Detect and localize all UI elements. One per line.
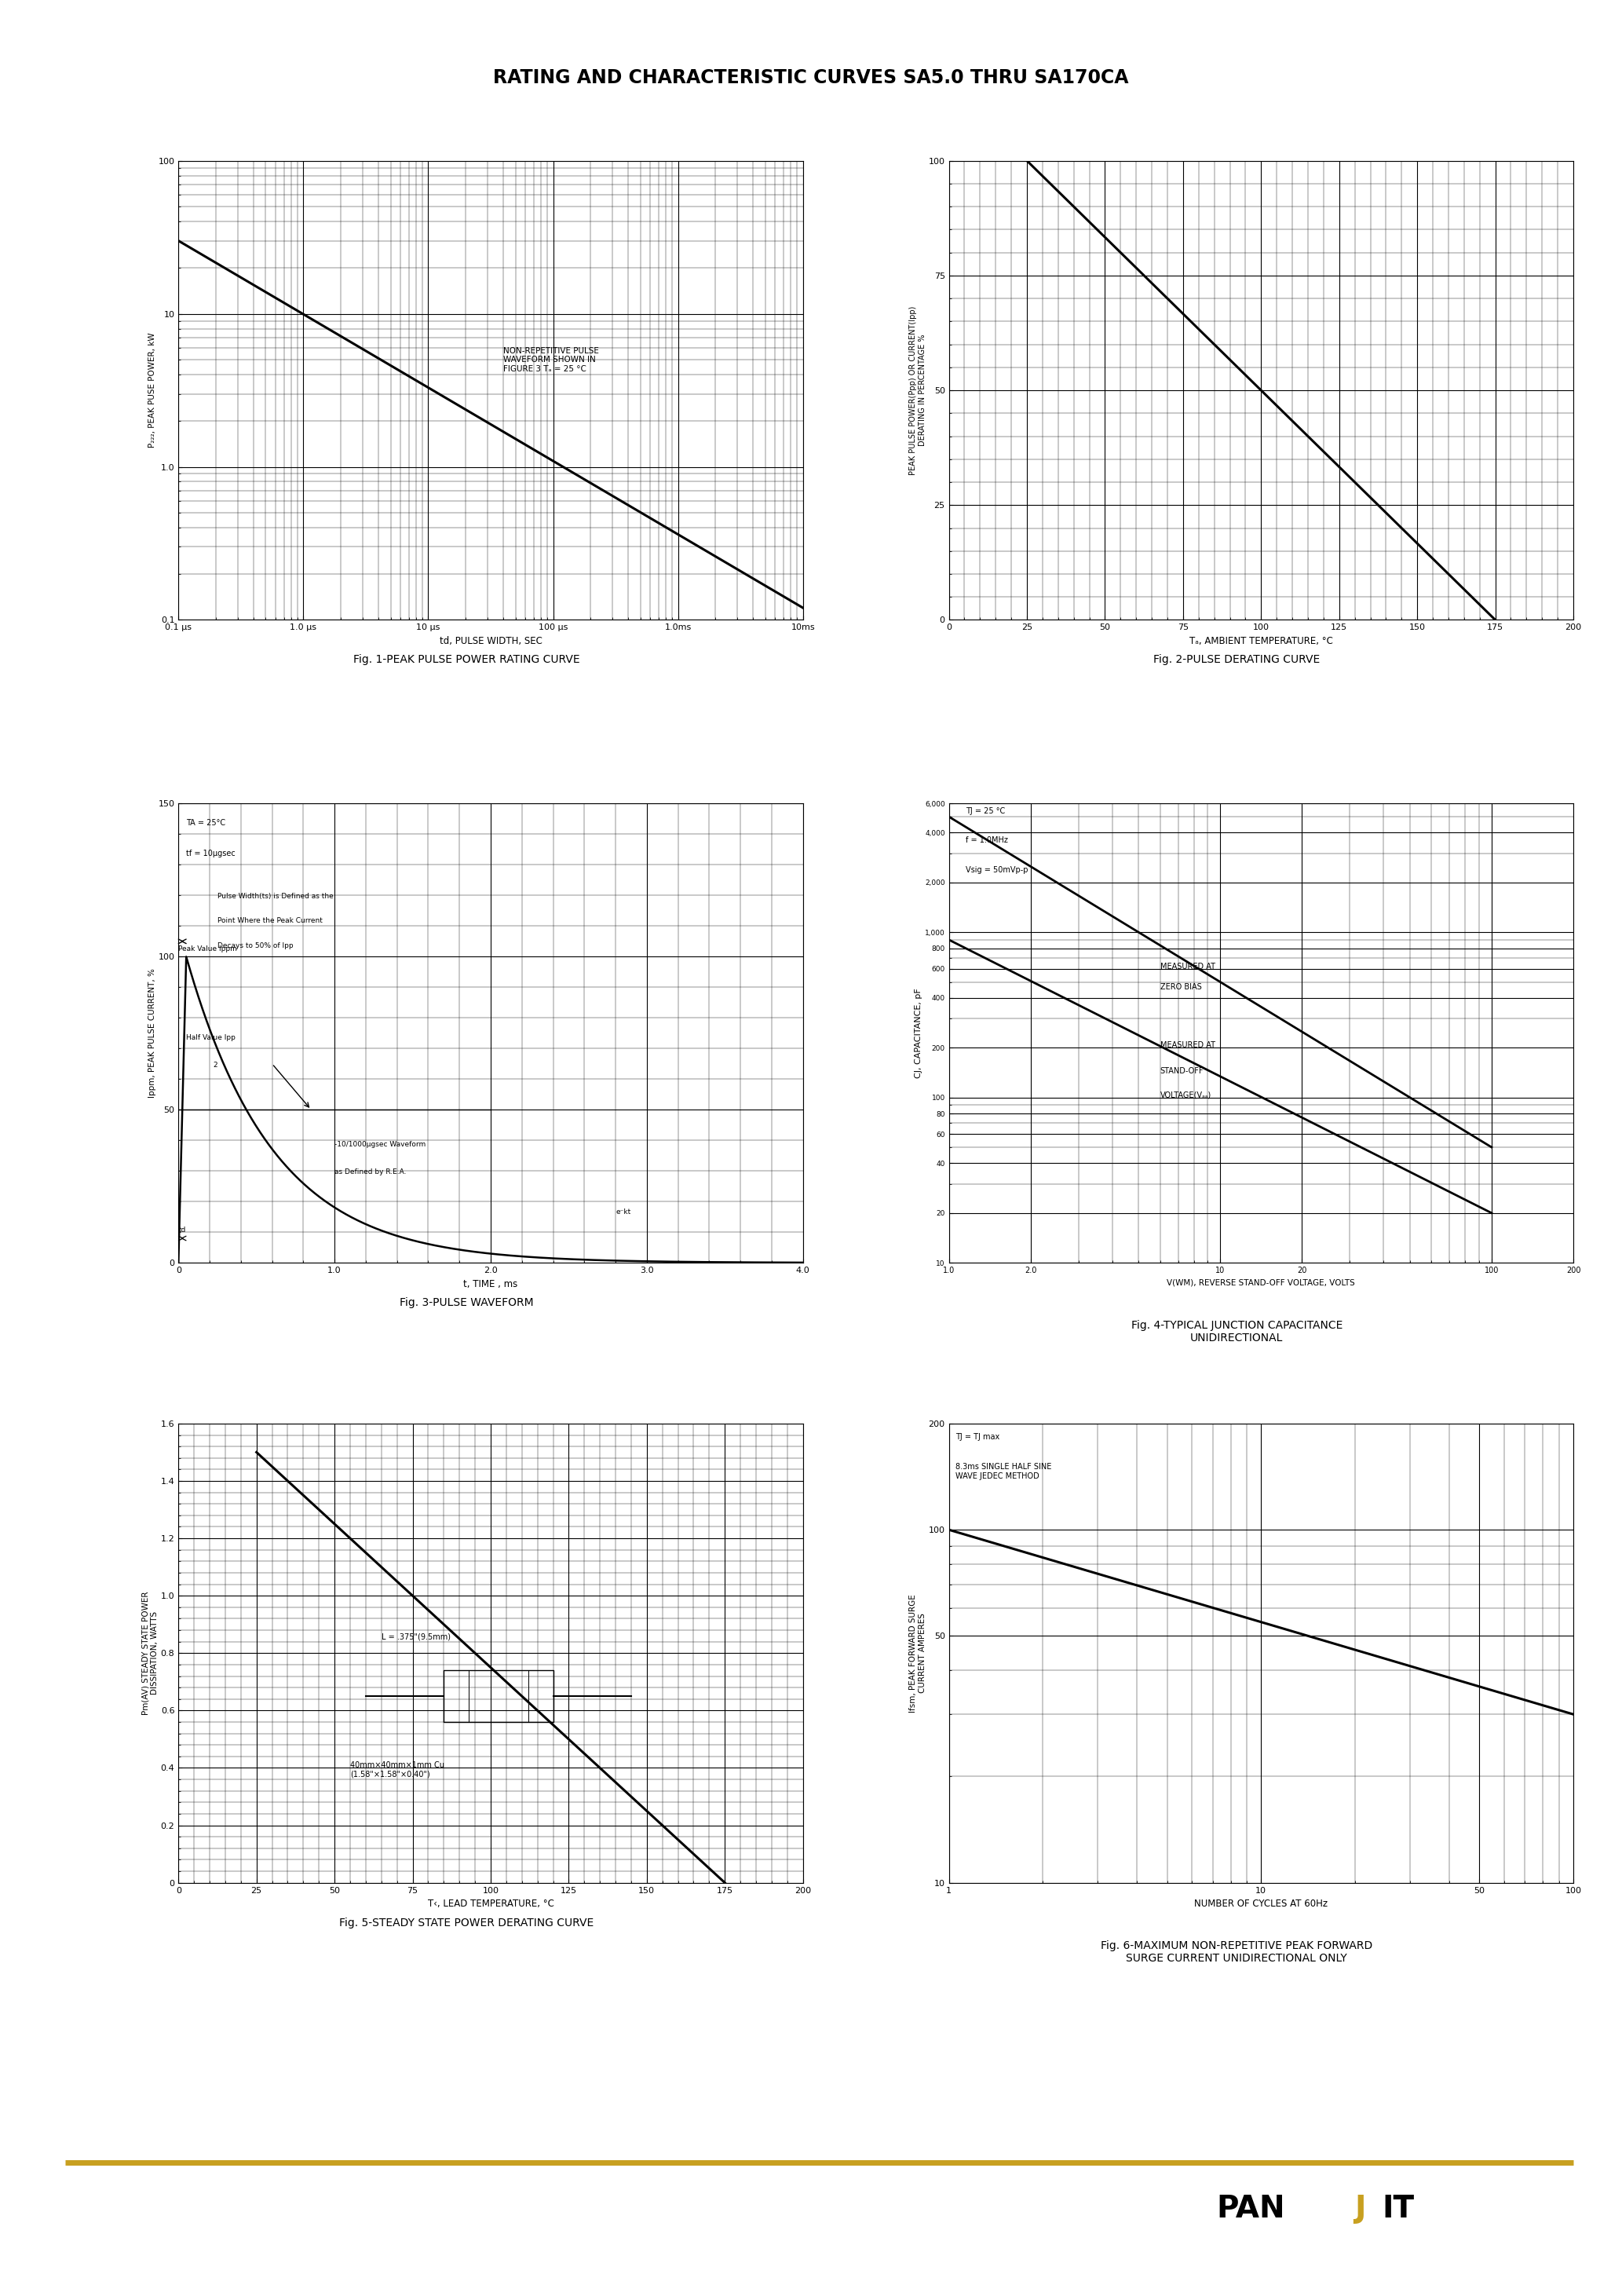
Text: Fig. 6-MAXIMUM NON-REPETITIVE PEAK FORWARD
SURGE CURRENT UNIDIRECTIONAL ONLY: Fig. 6-MAXIMUM NON-REPETITIVE PEAK FORWA… [1101, 1940, 1372, 1963]
Text: PAN: PAN [1216, 2195, 1285, 2223]
X-axis label: V(WM), REVERSE STAND-OFF VOLTAGE, VOLTS: V(WM), REVERSE STAND-OFF VOLTAGE, VOLTS [1166, 1279, 1356, 1286]
Y-axis label: Pm(AV) STEADY STATE POWER
DISSIPATION, WATTS: Pm(AV) STEADY STATE POWER DISSIPATION, W… [141, 1591, 159, 1715]
Text: e⁻kt: e⁻kt [615, 1208, 631, 1215]
Y-axis label: PEAK PULSE POWER(Ppp) OR CURRENT(Ipp)
DERATING IN PERCENTAGE %: PEAK PULSE POWER(Ppp) OR CURRENT(Ipp) DE… [910, 305, 926, 475]
Text: TA = 25°C: TA = 25°C [187, 820, 225, 827]
Text: NON-REPETITIVE PULSE
WAVEFORM SHOWN IN
FIGURE 3 Tₐ = 25 °C: NON-REPETITIVE PULSE WAVEFORM SHOWN IN F… [503, 347, 599, 372]
X-axis label: Tₐ, AMBIENT TEMPERATURE, °C: Tₐ, AMBIENT TEMPERATURE, °C [1189, 636, 1333, 645]
Text: ZERO BIAS: ZERO BIAS [1160, 983, 1202, 992]
Bar [444, 1671, 553, 1722]
Text: TJ = TJ max: TJ = TJ max [955, 1433, 999, 1442]
Text: Peak Value Ippm: Peak Value Ippm [178, 946, 237, 953]
Text: td: td [178, 1226, 187, 1233]
Text: Fig. 4-TYPICAL JUNCTION CAPACITANCE
UNIDIRECTIONAL: Fig. 4-TYPICAL JUNCTION CAPACITANCE UNID… [1131, 1320, 1343, 1343]
Y-axis label: Ifsm, PEAK FORWARD SURGE
CURRENT AMPERES: Ifsm, PEAK FORWARD SURGE CURRENT AMPERES [910, 1593, 926, 1713]
Text: J: J [1354, 2195, 1366, 2223]
Text: Pulse Width(ts) is Defined as the: Pulse Width(ts) is Defined as the [217, 893, 334, 900]
Text: Fig. 1-PEAK PULSE POWER RATING CURVE: Fig. 1-PEAK PULSE POWER RATING CURVE [354, 654, 579, 666]
Text: TJ = 25 °C: TJ = 25 °C [965, 808, 1004, 815]
Y-axis label: P₂₂₂, PEAK PUSE POWER, kW: P₂₂₂, PEAK PUSE POWER, kW [148, 333, 156, 448]
Text: Half Value Ipp: Half Value Ipp [187, 1033, 235, 1040]
Text: f = 1.0MHz: f = 1.0MHz [965, 836, 1007, 845]
Text: RATING AND CHARACTERISTIC CURVES SA5.0 THRU SA170CA: RATING AND CHARACTERISTIC CURVES SA5.0 T… [493, 69, 1129, 87]
X-axis label: td, PULSE WIDTH, SEC: td, PULSE WIDTH, SEC [440, 636, 542, 645]
Text: -10/1000μgsec Waveform: -10/1000μgsec Waveform [334, 1141, 427, 1148]
Text: Fig. 5-STEADY STATE POWER DERATING CURVE: Fig. 5-STEADY STATE POWER DERATING CURVE [339, 1917, 594, 1929]
Text: MEASURED AT: MEASURED AT [1160, 962, 1215, 971]
Text: 2: 2 [212, 1061, 217, 1068]
Text: VOLTAGE(Vₐₐ): VOLTAGE(Vₐₐ) [1160, 1091, 1212, 1100]
Text: Decays to 50% of Ipp: Decays to 50% of Ipp [217, 941, 294, 948]
Text: MEASURED AT: MEASURED AT [1160, 1042, 1215, 1049]
Y-axis label: CJ, CAPACITANCE, pF: CJ, CAPACITANCE, pF [915, 987, 923, 1079]
Text: as Defined by R.E.A.: as Defined by R.E.A. [334, 1169, 407, 1176]
Text: 40mm×40mm×1mm Cu
(1.58"×1.58"×0.40"): 40mm×40mm×1mm Cu (1.58"×1.58"×0.40") [350, 1761, 444, 1777]
X-axis label: T‹, LEAD TEMPERATURE, °C: T‹, LEAD TEMPERATURE, °C [428, 1899, 553, 1908]
Text: Fig. 3-PULSE WAVEFORM: Fig. 3-PULSE WAVEFORM [399, 1297, 534, 1309]
Text: Point Where the Peak Current: Point Where the Peak Current [217, 918, 323, 925]
Text: Vsig = 50mVp-p: Vsig = 50mVp-p [965, 866, 1028, 875]
X-axis label: NUMBER OF CYCLES AT 60Hz: NUMBER OF CYCLES AT 60Hz [1194, 1899, 1328, 1908]
Text: STAND-OFF: STAND-OFF [1160, 1068, 1204, 1075]
Y-axis label: Ippm, PEAK PULSE CURRENT, %: Ippm, PEAK PULSE CURRENT, % [148, 969, 156, 1097]
Text: 8.3ms SINGLE HALF SINE
WAVE JEDEC METHOD: 8.3ms SINGLE HALF SINE WAVE JEDEC METHOD [955, 1463, 1051, 1479]
X-axis label: t, TIME , ms: t, TIME , ms [464, 1279, 517, 1288]
Text: L = .375"(9.5mm): L = .375"(9.5mm) [381, 1632, 451, 1639]
Text: IT: IT [1382, 2195, 1414, 2223]
Text: tf = 10μgsec: tf = 10μgsec [187, 850, 235, 856]
Text: Fig. 2-PULSE DERATING CURVE: Fig. 2-PULSE DERATING CURVE [1153, 654, 1320, 666]
